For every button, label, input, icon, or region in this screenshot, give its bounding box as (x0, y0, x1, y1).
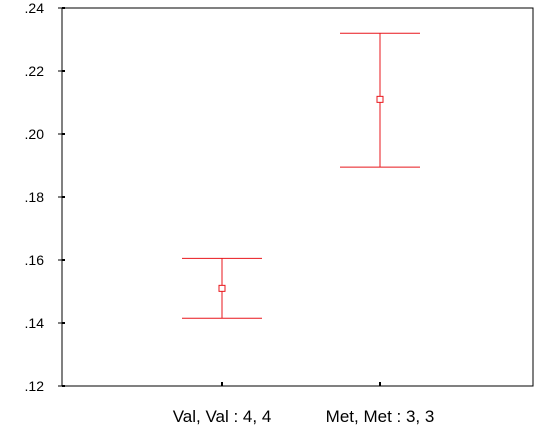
error-bar (182, 257, 262, 319)
y-tick-label: .18 (25, 189, 45, 205)
y-tick-label: .22 (25, 63, 45, 79)
error-bars (182, 32, 420, 319)
x-tick-label: Val, Val : 4, 4 (173, 407, 272, 426)
y-tick-label: .20 (25, 126, 45, 142)
y-tick-label: .12 (25, 378, 45, 394)
plot-frame (61, 7, 534, 387)
y-tick-label: .14 (25, 315, 45, 331)
axes: .12 .14 .16 .18 .20 .22 .24 Val, Val : 4, 4 Met,… (25, 0, 534, 426)
mean-marker (376, 95, 384, 103)
y-tick-label: .16 (25, 252, 45, 268)
y-tick-label: .24 (25, 0, 45, 16)
mean-marker (218, 284, 226, 292)
x-tick-label: Met, Met : 3, 3 (326, 407, 435, 426)
error-bar (340, 32, 420, 168)
